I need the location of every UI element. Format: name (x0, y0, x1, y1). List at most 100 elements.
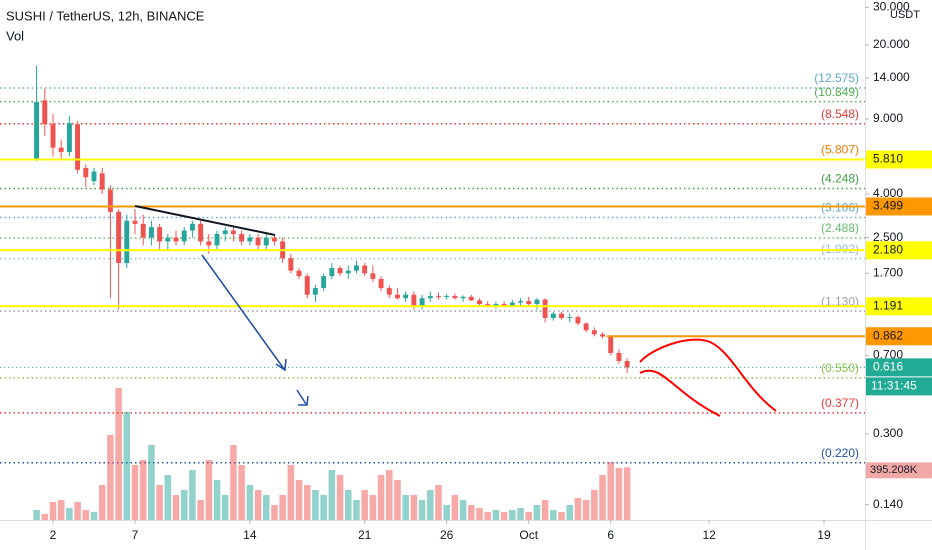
level-label: (2.488) (821, 221, 859, 235)
level-label: (12.575) (814, 71, 859, 85)
x-tick-label: Oct (519, 528, 538, 542)
countdown-box (866, 377, 932, 396)
candle-body (124, 220, 130, 264)
candle-body (321, 276, 327, 289)
candle-body (427, 296, 433, 299)
volume-bar (492, 510, 500, 520)
volume-bar (517, 508, 524, 520)
candle-body (222, 230, 228, 234)
candle-body (485, 304, 491, 306)
candle-body (624, 360, 630, 368)
volume-bar (238, 465, 245, 520)
volume-bar (361, 490, 368, 520)
candle-body (436, 296, 441, 298)
volume-bar (213, 480, 221, 520)
countdown-label: 11:31:45 (871, 379, 917, 393)
volume-bar (353, 500, 360, 520)
volume-bar (107, 435, 114, 520)
candle-body (567, 317, 573, 319)
currency: USDT (890, 9, 920, 21)
candle-body (66, 123, 72, 152)
line-label-box (866, 150, 932, 169)
candle-body (304, 276, 310, 295)
candle-body (345, 270, 351, 274)
arrow-head (275, 358, 287, 372)
candle-body (559, 313, 564, 318)
x-tick-label: 12 (702, 528, 716, 542)
level-label: (4.248) (821, 172, 859, 186)
level-label: (1.130) (821, 294, 859, 308)
volume-bar (279, 495, 286, 520)
y-tick-label: 20.000 (873, 37, 910, 51)
line-label-box (866, 327, 932, 346)
volume-bar (90, 512, 98, 520)
x-tick-label: 6 (607, 528, 614, 542)
x-tick-label: 2 (50, 528, 57, 542)
volume-bar (427, 490, 434, 520)
candle-body (411, 294, 417, 306)
line-label: 5.810 (873, 152, 903, 166)
volume-bar (82, 510, 90, 520)
volume-bar (221, 495, 229, 520)
volume-bar (74, 502, 81, 520)
level-label: (1.992) (821, 242, 859, 256)
candle-body (263, 237, 269, 246)
level-label: (10.849) (814, 85, 859, 99)
candle-body (165, 237, 171, 242)
y-tick-label: 2.500 (873, 230, 903, 244)
candle-body (337, 268, 343, 274)
volume-bar (312, 490, 319, 520)
volume (33, 388, 631, 520)
candle-body (329, 268, 335, 277)
candle-body (83, 168, 89, 178)
candle-body (296, 270, 302, 277)
volume-bar (49, 502, 57, 520)
volume-bar (246, 485, 254, 520)
candle-body (99, 173, 105, 190)
volume-bar (476, 508, 483, 520)
volume-bar (320, 495, 327, 520)
x-tick-label: 21 (358, 528, 372, 542)
candle-body (526, 301, 532, 305)
volume-bar (377, 475, 385, 520)
volume-title: Vol (6, 28, 24, 43)
volume-bar (262, 495, 270, 520)
volume-bar (205, 460, 213, 520)
volume-bar (197, 500, 204, 520)
candle-body (91, 171, 97, 182)
candle-body (288, 258, 294, 271)
arrow (296, 389, 307, 405)
volume-bar (623, 467, 631, 520)
trend-line (134, 205, 276, 236)
drawings (134, 205, 777, 417)
candle-body (493, 304, 499, 306)
volume-bar (131, 465, 139, 520)
freehand (639, 338, 777, 412)
volume-bar (451, 495, 459, 520)
line-label-box (866, 197, 932, 216)
candle-body (575, 317, 581, 324)
axis-labels: 5.810 3.499 2.180 1.191 0.862 0.616 11:31:45 39… (866, 150, 932, 479)
volume-bar (41, 514, 49, 520)
y-tick-label: 1.700 (873, 266, 903, 280)
candle-body (460, 296, 466, 299)
volume-bar (180, 490, 188, 520)
level-label: (3.106) (821, 201, 859, 215)
volume-bar (459, 500, 467, 520)
volume-bar (303, 485, 311, 520)
candle-body (403, 294, 409, 299)
candle-body (230, 230, 236, 234)
last-price-box (866, 358, 932, 377)
volume-bar (541, 500, 549, 520)
candle-body (148, 227, 154, 238)
volume-label: 395.208K (870, 464, 918, 476)
candle-body (419, 298, 425, 306)
volume-bar (344, 490, 352, 520)
volume-bar (172, 495, 180, 520)
candle-body (107, 189, 113, 212)
candle-body (132, 220, 138, 224)
freehand (639, 369, 721, 417)
volume-bar (500, 512, 508, 520)
volume-bar (509, 510, 516, 520)
